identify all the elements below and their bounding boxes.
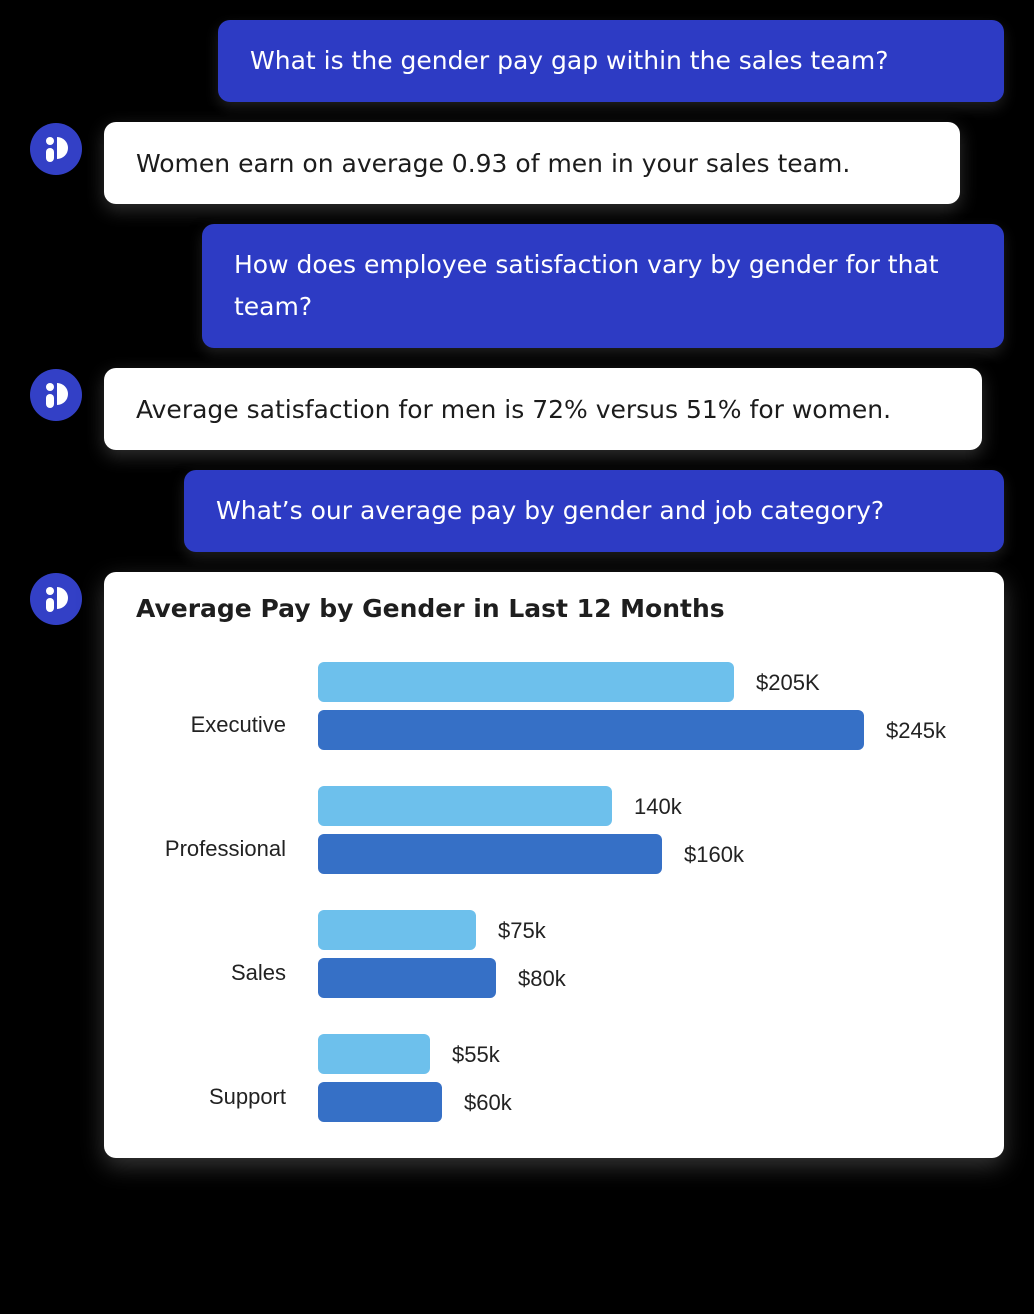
message-text: Average satisfaction for men is 72% vers… [136,394,892,424]
user-message-2: How does employee satisfaction vary by g… [202,224,1004,348]
value-label: $160k [684,842,744,867]
assistant-logo-icon [46,383,68,408]
assistant-avatar [30,369,82,421]
bar-professional-light [318,786,612,826]
category-label: Support [208,1084,286,1109]
message-text: How does employee satisfaction vary by g… [234,250,939,321]
value-label: $245k [886,718,946,743]
assistant-avatar [30,573,82,625]
bar-professional-dark [318,834,662,874]
category-label: Sales [230,960,286,985]
bar-support-light [318,1034,430,1074]
value-label: $80k [518,966,566,991]
value-label: $205K [756,670,820,695]
bar-sales-light [318,910,476,950]
user-message-3: What’s our average pay by gender and job… [184,470,1004,552]
chart-card: Average Pay by Gender in Last 12 Months … [104,572,1004,1158]
user-message-1: What is the gender pay gap within the sa… [218,20,1004,102]
value-label: $55k [452,1042,500,1067]
message-text: What is the gender pay gap within the sa… [250,46,889,75]
message-text: Women earn on average 0.93 of men in you… [136,148,851,178]
category-label: Professional [164,836,286,861]
bar-sales-dark [318,958,496,998]
category-label: Executive [190,712,286,737]
bar-executive-light [318,662,734,702]
assistant-message-2: Average satisfaction for men is 72% vers… [104,368,982,450]
bar-executive-dark [318,710,864,750]
assistant-logo-icon [46,587,68,612]
value-label: $60k [464,1090,512,1115]
assistant-logo-icon [46,137,68,162]
value-label: 140k [634,794,682,819]
message-text: What’s our average pay by gender and job… [216,496,885,525]
value-label: $75k [498,918,546,943]
bar-support-dark [318,1082,442,1122]
assistant-avatar [30,123,82,175]
assistant-message-1: Women earn on average 0.93 of men in you… [104,122,960,204]
chart-title: Average Pay by Gender in Last 12 Months [136,594,725,623]
